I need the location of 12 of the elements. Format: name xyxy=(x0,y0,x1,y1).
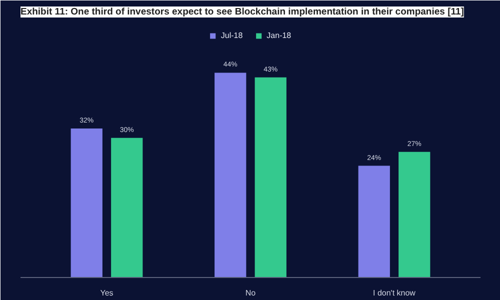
bar xyxy=(254,77,286,278)
x-tick-label: Yes xyxy=(100,288,114,298)
bar xyxy=(398,152,430,278)
legend-label: Jul-18 xyxy=(220,31,243,40)
bar xyxy=(70,128,102,278)
legend-label: Jan-18 xyxy=(266,31,292,40)
x-tick-label: No xyxy=(245,288,256,298)
bar xyxy=(111,138,143,278)
bar xyxy=(214,72,246,278)
chart-title: Exhibit 11: One third of investors expect to see Blockchain implementation in their companies [11] xyxy=(20,6,464,18)
x-tick-label: I don't know xyxy=(373,288,416,298)
bar xyxy=(358,166,390,278)
